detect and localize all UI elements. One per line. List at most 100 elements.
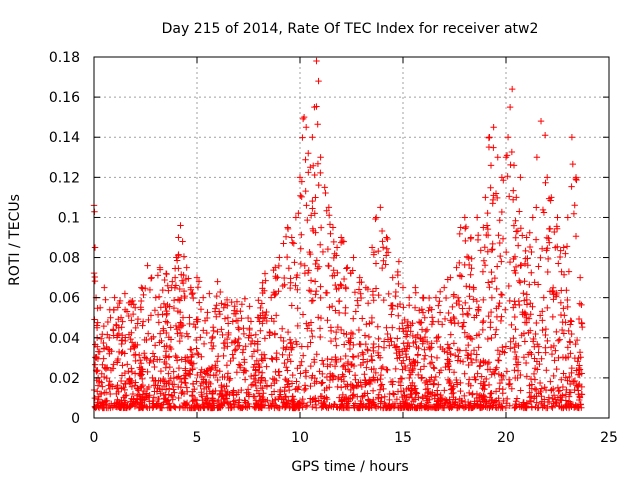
data-point-marker <box>165 370 172 377</box>
data-point-marker <box>145 316 152 324</box>
data-point-marker <box>127 298 135 305</box>
data-point-marker <box>334 383 341 391</box>
data-point-marker <box>142 394 150 401</box>
data-point-marker <box>299 311 307 318</box>
data-point-marker <box>250 348 258 355</box>
data-point-marker <box>559 383 567 391</box>
data-point-marker <box>446 345 453 352</box>
data-point-marker <box>494 356 502 364</box>
data-point-marker <box>454 346 462 354</box>
data-point-marker <box>428 314 436 321</box>
data-point-marker <box>188 392 196 399</box>
data-point-marker <box>312 194 319 201</box>
data-point-marker <box>259 320 266 327</box>
data-point-marker <box>136 356 144 364</box>
data-point-marker <box>115 388 122 396</box>
data-point-marker <box>544 268 551 276</box>
data-point-marker <box>425 294 433 302</box>
data-point-marker <box>565 393 573 400</box>
data-point-marker <box>545 235 552 242</box>
data-point-marker <box>209 397 217 405</box>
data-point-marker <box>112 403 120 410</box>
data-point-marker <box>147 356 154 364</box>
data-point-marker <box>138 371 145 378</box>
data-point-marker <box>532 330 539 338</box>
data-point-marker <box>496 239 503 247</box>
data-point-marker <box>464 351 471 359</box>
data-point-marker <box>533 154 541 161</box>
y-tick-label: 0 <box>71 411 80 427</box>
data-point-marker <box>547 378 554 385</box>
data-point-marker <box>311 380 318 387</box>
data-point-marker <box>113 334 121 341</box>
data-point-marker <box>574 358 581 365</box>
data-point-marker <box>441 315 449 323</box>
data-point-marker <box>129 310 137 318</box>
data-point-marker <box>287 339 295 346</box>
data-point-marker <box>151 353 158 360</box>
data-point-marker <box>285 265 293 272</box>
data-point-marker <box>118 340 125 348</box>
data-point-marker <box>492 331 499 338</box>
data-point-marker <box>450 369 458 376</box>
data-point-marker <box>178 378 185 386</box>
data-point-marker <box>552 347 559 354</box>
data-point-marker <box>257 304 264 312</box>
data-point-marker <box>231 347 239 354</box>
data-point-marker <box>230 398 237 405</box>
data-point-marker <box>511 301 519 308</box>
data-point-marker <box>409 320 416 327</box>
data-point-marker <box>539 404 546 411</box>
data-point-marker <box>139 322 146 329</box>
data-point-marker <box>292 282 299 289</box>
data-point-marker <box>298 358 305 365</box>
data-point-marker <box>429 318 437 325</box>
data-point-marker <box>101 284 108 291</box>
data-point-marker <box>172 352 179 360</box>
data-point-marker <box>166 385 173 392</box>
data-point-marker <box>480 382 487 389</box>
data-point-marker <box>93 324 101 331</box>
data-point-marker <box>374 323 381 330</box>
data-point-marker <box>407 361 414 369</box>
data-point-marker <box>534 281 542 288</box>
data-point-marker <box>542 349 549 356</box>
data-point-marker <box>305 169 312 176</box>
data-point-marker <box>220 383 228 390</box>
data-point-marker <box>179 238 186 245</box>
data-point-marker <box>269 375 276 383</box>
data-point-marker <box>364 358 371 365</box>
data-point-marker <box>375 291 382 299</box>
data-point-marker <box>128 339 136 346</box>
data-point-marker <box>334 323 342 331</box>
data-point-marker <box>105 382 112 389</box>
data-point-marker <box>362 377 369 384</box>
plot-frame <box>93 56 610 419</box>
data-point-marker <box>459 311 467 318</box>
data-point-marker <box>309 333 316 340</box>
data-point-marker <box>104 318 112 326</box>
data-point-marker <box>271 330 279 337</box>
data-point-marker <box>147 275 155 282</box>
data-point-marker <box>468 335 476 343</box>
data-point-marker <box>119 362 126 369</box>
data-point-marker <box>422 327 430 335</box>
data-point-marker <box>544 337 551 345</box>
data-point-marker <box>541 396 548 403</box>
data-point-marker <box>517 261 525 269</box>
data-point-marker <box>522 311 530 318</box>
data-point-marker <box>284 224 291 231</box>
data-point-marker <box>173 254 180 261</box>
data-point-marker <box>377 371 385 379</box>
data-point-marker <box>553 365 560 373</box>
data-point-marker <box>493 305 500 312</box>
data-point-marker <box>383 324 390 331</box>
data-point-marker <box>386 342 393 349</box>
data-point-marker <box>297 370 304 377</box>
data-point-marker <box>548 403 555 410</box>
data-point-marker <box>436 309 444 316</box>
data-point-marker <box>428 353 435 360</box>
data-point-marker <box>549 404 556 411</box>
data-point-marker <box>332 335 339 343</box>
data-point-marker <box>157 390 164 397</box>
